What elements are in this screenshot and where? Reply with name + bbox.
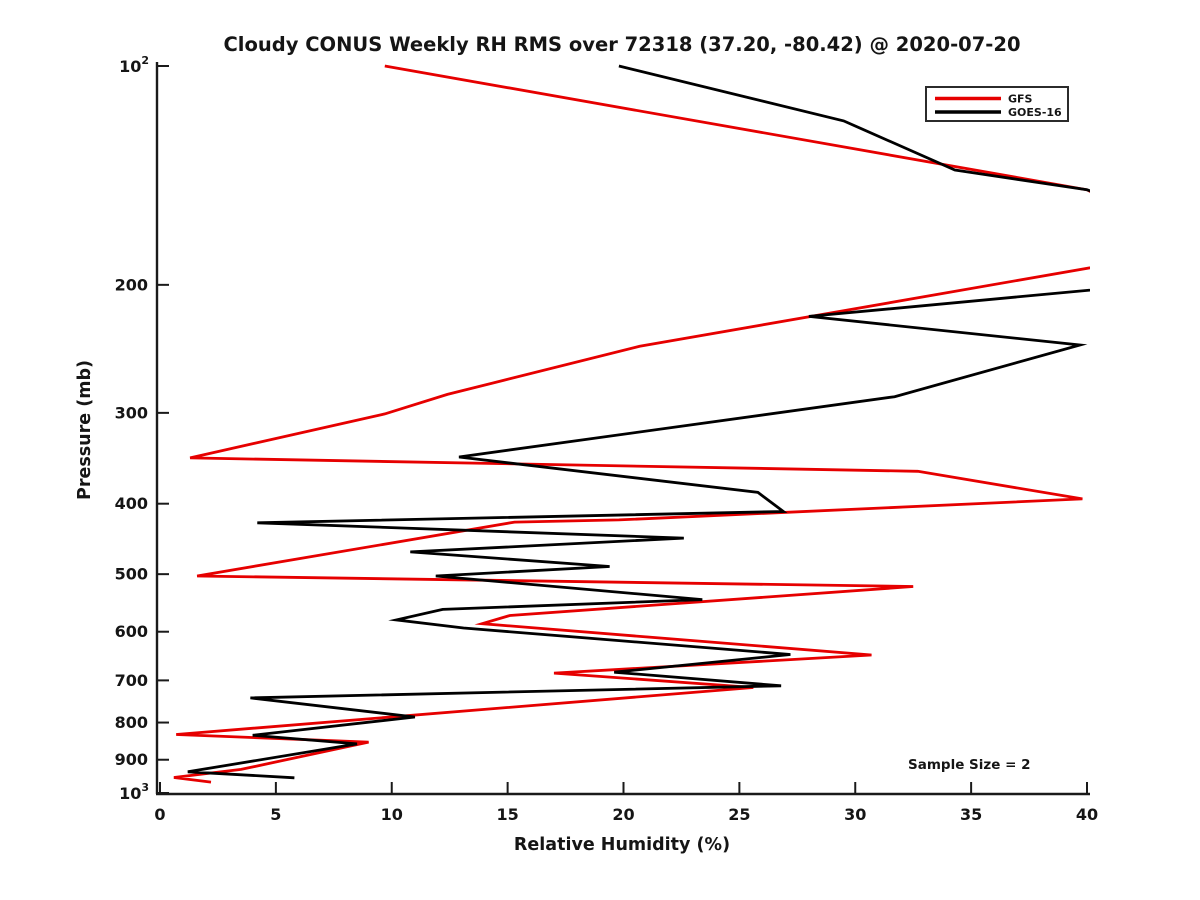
- y-tick-label: 300: [115, 403, 148, 422]
- y-tick-label: 200: [115, 275, 148, 294]
- legend-label-gfs: GFS: [1008, 93, 1033, 106]
- y-tick-label: 700: [115, 671, 148, 690]
- y-tick-label: 600: [115, 622, 148, 641]
- x-tick-label: 0: [154, 805, 165, 824]
- x-tick-label: 5: [270, 805, 281, 824]
- legend-box: [925, 86, 1069, 122]
- x-tick-label: 25: [728, 805, 750, 824]
- gfs-line: [173, 64, 1090, 784]
- y-tick-label: 800: [115, 713, 148, 732]
- y-tick-label: 500: [115, 565, 148, 584]
- x-axis-label: Relative Humidity (%): [514, 835, 730, 855]
- x-tick-label: 10: [381, 805, 403, 824]
- y-axis: 200 300 400 500 600 700 800 900 102 103: [115, 54, 169, 803]
- x-tick-label: 15: [496, 805, 518, 824]
- x-axis: 0 5 10 15 20 25 30 35 40: [154, 782, 1098, 824]
- y-axis-label: Pressure (mb): [75, 360, 95, 500]
- y-tick-label: 900: [115, 750, 148, 769]
- x-tick-label: 20: [612, 805, 634, 824]
- data-series: [173, 64, 1090, 784]
- y-tick-label: 400: [115, 494, 148, 513]
- x-tick-label: 40: [1076, 805, 1098, 824]
- x-tick-label: 35: [960, 805, 982, 824]
- goes16-line: [187, 64, 1090, 780]
- legend-label-goes16: GOES-16: [1008, 106, 1062, 119]
- y-log-tick-label: 103: [119, 781, 149, 803]
- sample-size-annotation: Sample Size = 2: [908, 757, 1031, 773]
- y-log-tick-label: 102: [119, 54, 149, 76]
- chart-title: Cloudy CONUS Weekly RH RMS over 72318 (3…: [223, 33, 1020, 56]
- x-tick-label: 30: [844, 805, 866, 824]
- legend: GFS GOES-16: [925, 86, 1069, 122]
